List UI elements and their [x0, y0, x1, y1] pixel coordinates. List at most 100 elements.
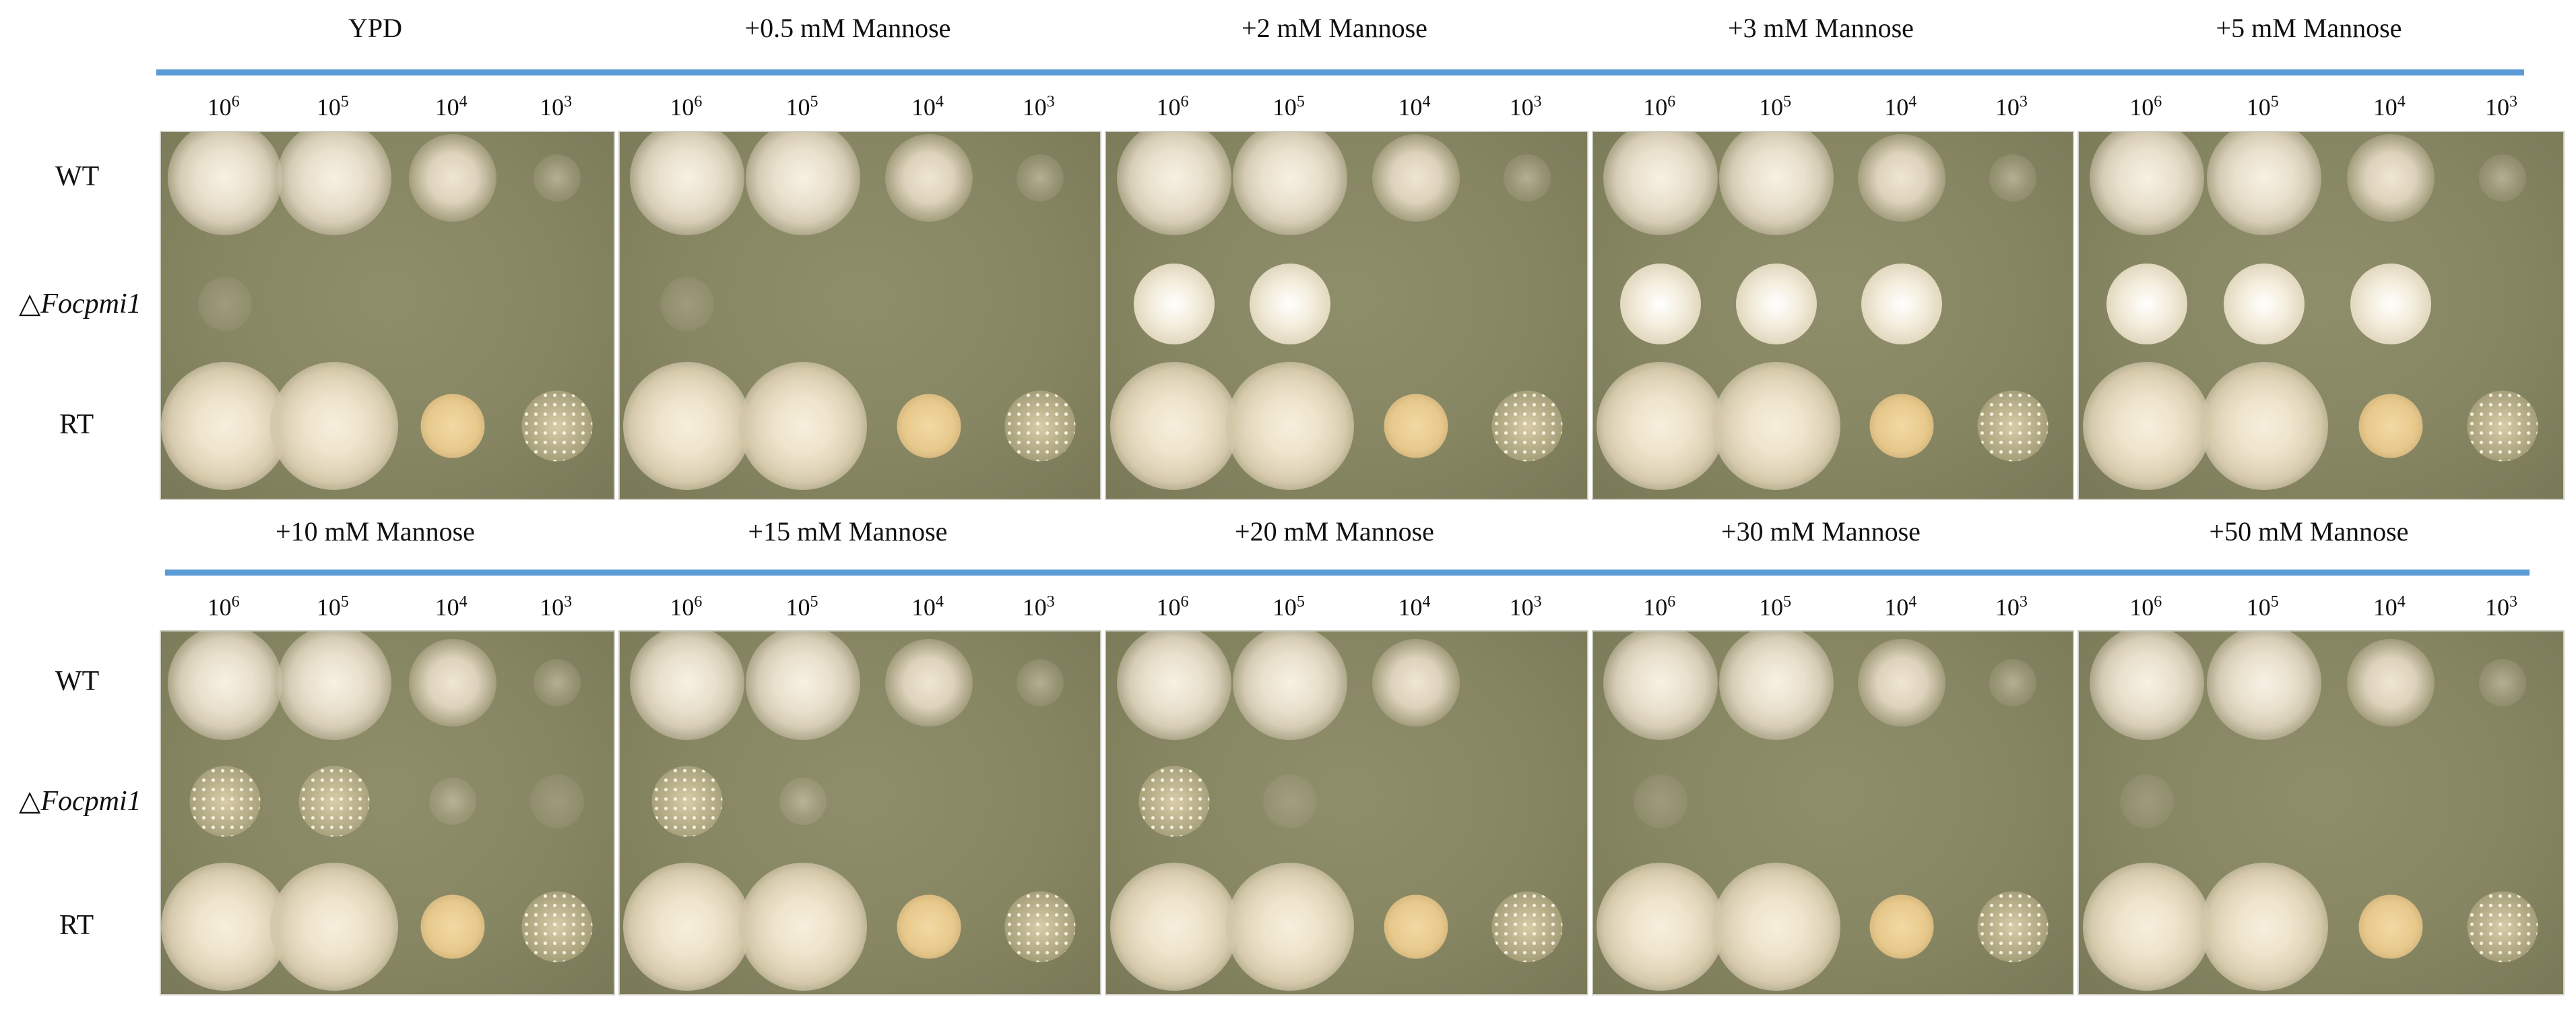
dilution-label: 104: [434, 93, 468, 121]
dilution-label: 104: [1884, 593, 1917, 621]
colony-spot: [1491, 390, 1563, 462]
colony-spot: [779, 778, 827, 825]
colony-spot: [2090, 132, 2205, 235]
dilution-exponent: 4: [1908, 93, 1917, 111]
colony-spot: [1372, 134, 1460, 222]
colony-spot: [2106, 264, 2188, 344]
colony-spot: [1232, 132, 1347, 235]
dilution-label: 105: [2246, 593, 2279, 621]
dilution-label: 106: [670, 593, 703, 621]
dilution-label: 106: [1643, 593, 1676, 621]
colony-spot: [2083, 863, 2212, 991]
condition-label: +30 mM Mannose: [1721, 516, 1921, 547]
dilution-label: 106: [207, 593, 240, 621]
dilution-exponent: 3: [564, 93, 573, 111]
condition-label: +3 mM Mannose: [1728, 13, 1914, 43]
dilution-exponent: 4: [459, 93, 468, 111]
condition-label: YPD: [348, 13, 403, 43]
dilution-label: 103: [540, 93, 573, 121]
colony-spot: [167, 132, 282, 235]
colony-spot: [1225, 863, 1354, 991]
dilution-label: 103: [540, 593, 573, 621]
colony-spot: [2479, 659, 2526, 706]
colony-spot: [420, 394, 485, 458]
colony-spot: [623, 863, 752, 991]
dilution-label: 105: [2246, 93, 2279, 121]
colony-spot: [1620, 264, 1702, 344]
colony-spot: [189, 766, 261, 837]
agar-plate: [160, 131, 615, 500]
colony-spot: [2083, 362, 2212, 490]
condition-label: +2 mM Mannose: [1242, 13, 1427, 43]
dilution-label: 104: [1398, 93, 1431, 121]
colony-spot: [739, 863, 868, 991]
agar-plate: [618, 131, 1101, 500]
dilution-exponent: 3: [2509, 93, 2517, 111]
dilution-label: 105: [1759, 93, 1792, 121]
colony-spot: [2120, 774, 2175, 828]
colony-spot: [1004, 891, 1076, 962]
colony-spot: [1858, 134, 1946, 222]
condition-label: +15 mM Mannose: [748, 516, 948, 547]
dilution-exponent: 6: [2154, 593, 2162, 611]
dilution-exponent: 3: [564, 593, 573, 611]
colony-spot: [1597, 362, 1725, 490]
dilution-label: 104: [2373, 593, 2406, 621]
dilution-exponent: 6: [1667, 93, 1676, 111]
dilution-exponent: 4: [2397, 593, 2406, 611]
dilution-label: 106: [2129, 593, 2162, 621]
colony-spot: [2090, 632, 2205, 740]
colony-spot: [2199, 863, 2328, 991]
colony-spot: [276, 632, 391, 740]
delta-symbol: △: [19, 786, 41, 817]
colony-spot: [746, 632, 861, 740]
colony-spot: [1597, 863, 1725, 991]
colony-spot: [161, 362, 289, 490]
colony-spot: [623, 362, 752, 490]
strain-label-mutant: △Focpmi1: [19, 286, 141, 320]
colony-spot: [897, 394, 961, 458]
colony-spot: [884, 639, 973, 727]
colony-spot: [1225, 362, 1354, 490]
dilution-label: 106: [207, 93, 240, 121]
dilution-exponent: 4: [935, 593, 944, 611]
dilution-exponent: 4: [1422, 93, 1431, 111]
dilution-label: 104: [911, 593, 944, 621]
colony-spot: [1869, 394, 1934, 458]
colony-spot: [1133, 264, 1215, 344]
dilution-exponent: 6: [231, 93, 240, 111]
dilution-label: 105: [316, 93, 349, 121]
colony-spot: [2479, 154, 2526, 202]
agar-plate: [160, 630, 615, 995]
mutant-gene-name: Focpmi1: [40, 288, 141, 319]
colony-spot: [630, 132, 745, 235]
colony-spot: [2206, 632, 2321, 740]
colony-spot: [1989, 659, 2036, 706]
colony-spot: [408, 639, 496, 727]
dilution-label: 105: [785, 93, 818, 121]
dilution-exponent: 5: [340, 593, 349, 611]
colony-spot: [521, 891, 593, 962]
colony-spot: [1384, 394, 1448, 458]
dilution-exponent: 4: [459, 593, 468, 611]
strain-label-wt: WT: [55, 161, 100, 192]
dilution-exponent: 6: [231, 593, 240, 611]
dilution-exponent: 5: [340, 93, 349, 111]
colony-spot: [2223, 264, 2305, 344]
header-separator-line: [156, 69, 2524, 75]
dilution-exponent: 5: [810, 593, 818, 611]
dilution-exponent: 4: [1422, 593, 1431, 611]
dilution-exponent: 5: [2270, 93, 2279, 111]
colony-spot: [1861, 264, 1943, 344]
colony-spot: [167, 632, 282, 740]
dilution-exponent: 5: [1296, 593, 1305, 611]
agar-plate: [2078, 630, 2565, 995]
colony-spot: [1503, 154, 1551, 202]
dilution-label: 103: [1995, 593, 2028, 621]
colony-spot: [197, 277, 252, 331]
colony-spot: [884, 134, 973, 222]
dilution-exponent: 6: [1180, 93, 1189, 111]
colony-spot: [2358, 394, 2423, 458]
dilution-label: 103: [1509, 593, 1542, 621]
dilution-exponent: 6: [1180, 593, 1189, 611]
